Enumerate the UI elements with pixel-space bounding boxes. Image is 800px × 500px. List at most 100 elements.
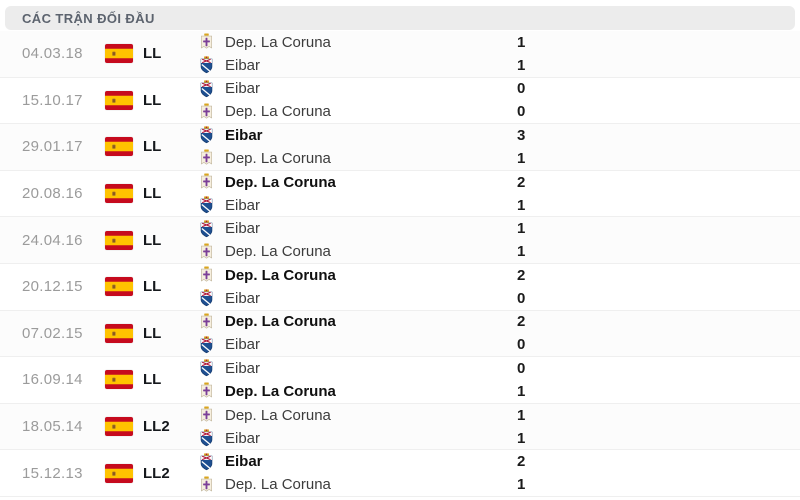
team-name: Dep. La Coruna [225, 173, 336, 191]
team-row-second: Dep. La Coruna 1 [198, 380, 800, 402]
spain-flag-icon [105, 184, 133, 204]
team-row-second: Eibar 0 [198, 334, 800, 356]
league-label: LL [143, 138, 162, 156]
match-teams: Dep. La Coruna 1 Eibar 1 [198, 31, 800, 76]
team-row-first: Dep. La Coruna 1 [198, 31, 800, 53]
team-name: Dep. La Coruna [225, 313, 336, 331]
team-name: Eibar [225, 453, 263, 471]
match-teams: Dep. La Coruna 2 Eibar 1 [198, 171, 800, 216]
team-row-second: Dep. La Coruna 0 [198, 101, 800, 123]
spain-flag-icon [105, 463, 133, 483]
match-list: 04.03.18 LL Dep. La Coruna 1 [0, 31, 800, 497]
league-label: LL2 [143, 464, 170, 482]
team-score: 0 [517, 103, 526, 121]
team-score: 1 [517, 406, 526, 424]
league-label: LL [143, 371, 162, 389]
league-label: LL2 [143, 418, 170, 436]
match-row[interactable]: 15.10.17 LL Eibar 0 [0, 77, 800, 125]
eibar-crest-icon [198, 359, 214, 378]
match-date: 18.05.14 [22, 418, 83, 436]
match-teams: Dep. La Coruna 2 Eibar 0 [198, 311, 800, 356]
team-row-first: Eibar 3 [198, 124, 800, 146]
team-name: Eibar [225, 429, 261, 447]
team-row-first: Dep. La Coruna 1 [198, 404, 800, 426]
spain-flag-icon [105, 90, 133, 110]
team-name: Eibar [225, 56, 261, 74]
match-row[interactable]: 07.02.15 LL Dep. La Coruna 2 [0, 310, 800, 358]
league-label: LL [143, 185, 162, 203]
deportivo-la-coruna-crest-icon [198, 149, 214, 168]
team-name: Dep. La Coruna [225, 476, 331, 494]
match-date: 20.08.16 [22, 185, 83, 203]
team-score: 1 [517, 220, 526, 238]
deportivo-la-coruna-crest-icon [198, 173, 214, 192]
eibar-crest-icon [198, 196, 214, 215]
eibar-crest-icon [198, 56, 214, 75]
eibar-crest-icon [198, 79, 214, 98]
eibar-crest-icon [198, 429, 214, 448]
team-row-second: Eibar 1 [198, 54, 800, 76]
spain-flag-icon [105, 417, 133, 437]
team-score: 0 [517, 359, 526, 377]
match-date: 15.10.17 [22, 91, 83, 109]
team-row-second: Dep. La Coruna 1 [198, 241, 800, 263]
team-name: Dep. La Coruna [225, 103, 331, 121]
team-name: Dep. La Coruna [225, 382, 336, 400]
match-teams: Eibar 2 Dep. La Coruna 1 [198, 451, 800, 496]
head-to-head-panel: CÁC TRẬN ĐỐI ĐẦU 04.03.18 LL Dep. La Cor… [0, 6, 800, 500]
match-date: 20.12.15 [22, 278, 83, 296]
match-row[interactable]: 18.05.14 LL2 Dep. La Coruna 1 [0, 403, 800, 451]
team-row-second: Dep. La Coruna 1 [198, 147, 800, 169]
team-row-second: Eibar 0 [198, 287, 800, 309]
team-name: Dep. La Coruna [225, 243, 331, 261]
match-teams: Eibar 0 Dep. La Coruna 0 [198, 78, 800, 123]
match-teams: Dep. La Coruna 2 Eibar 0 [198, 264, 800, 309]
match-row[interactable]: 24.04.16 LL Eibar 1 [0, 217, 800, 264]
team-score: 1 [517, 243, 526, 261]
team-score: 1 [517, 33, 526, 51]
team-row-first: Eibar 0 [198, 357, 800, 379]
match-row[interactable]: 20.12.15 LL Dep. La Coruna 2 [0, 263, 800, 311]
match-row[interactable]: 29.01.17 LL Eibar 3 [0, 124, 800, 171]
deportivo-la-coruna-crest-icon [198, 242, 214, 261]
match-date: 24.04.16 [22, 231, 83, 249]
match-teams: Eibar 0 Dep. La Coruna 1 [198, 357, 800, 402]
team-name: Eibar [225, 220, 261, 238]
match-teams: Dep. La Coruna 1 Eibar 1 [198, 404, 800, 449]
section-header: CÁC TRẬN ĐỐI ĐẦU [5, 6, 795, 30]
league-label: LL [143, 231, 162, 249]
match-row[interactable]: 04.03.18 LL Dep. La Coruna 1 [0, 31, 800, 78]
spain-flag-icon [105, 137, 133, 157]
spain-flag-icon [105, 370, 133, 390]
team-row-first: Eibar 0 [198, 78, 800, 100]
eibar-crest-icon [198, 289, 214, 308]
team-row-first: Dep. La Coruna 2 [198, 264, 800, 286]
team-score: 1 [517, 476, 526, 494]
league-label: LL [143, 45, 162, 63]
team-name: Eibar [225, 196, 261, 214]
team-score: 2 [517, 453, 526, 471]
match-row[interactable]: 15.12.13 LL2 Eibar 2 [0, 450, 800, 497]
team-name: Dep. La Coruna [225, 33, 331, 51]
spain-flag-icon [105, 277, 133, 297]
eibar-crest-icon [198, 452, 214, 471]
team-score: 1 [517, 196, 526, 214]
eibar-crest-icon [198, 126, 214, 145]
team-score: 1 [517, 56, 526, 74]
league-label: LL [143, 324, 162, 342]
team-name: Eibar [225, 359, 261, 377]
team-row-second: Eibar 1 [198, 194, 800, 216]
match-date: 04.03.18 [22, 45, 83, 63]
team-score: 0 [517, 80, 526, 98]
match-row[interactable]: 16.09.14 LL Eibar 0 [0, 357, 800, 404]
team-name: Eibar [225, 126, 263, 144]
team-score: 0 [517, 289, 526, 307]
team-score: 1 [517, 382, 526, 400]
match-date: 15.12.13 [22, 464, 83, 482]
team-name: Dep. La Coruna [225, 266, 336, 284]
deportivo-la-coruna-crest-icon [198, 266, 214, 285]
match-row[interactable]: 20.08.16 LL Dep. La Coruna 2 [0, 170, 800, 218]
league-label: LL [143, 91, 162, 109]
team-row-first: Eibar 1 [198, 218, 800, 240]
spain-flag-icon [105, 44, 133, 64]
